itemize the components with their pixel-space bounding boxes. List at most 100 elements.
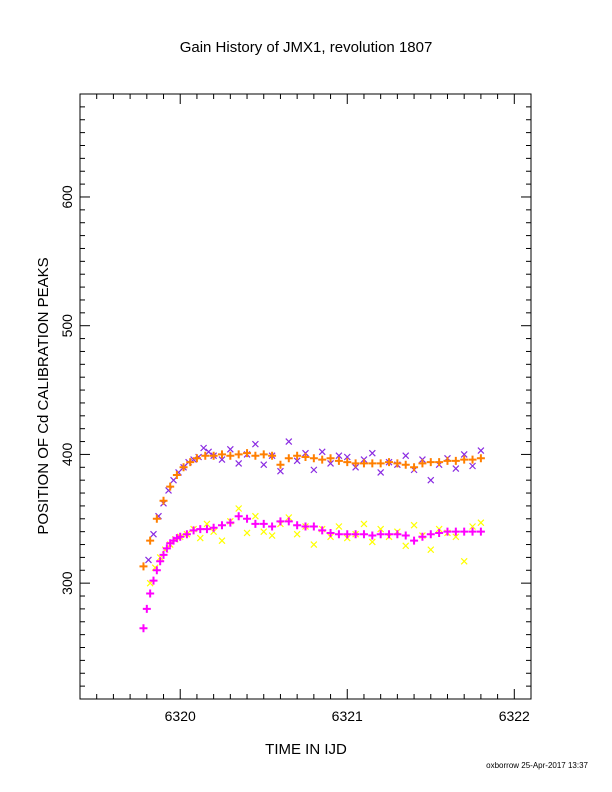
series-4-point (468, 527, 477, 536)
series-4-point (451, 527, 460, 536)
series-3-point (460, 557, 468, 565)
series-3-point (477, 519, 485, 527)
series-2-point (351, 459, 360, 468)
series-4-point (226, 518, 235, 527)
series-1-point (477, 447, 485, 454)
series-4-point (202, 525, 211, 534)
series-2-point (435, 458, 444, 467)
series-2-point (217, 450, 226, 459)
series-4-point (152, 566, 161, 575)
series-2-point (159, 496, 168, 505)
series-3-point (402, 542, 410, 550)
data-points (139, 438, 485, 633)
series-2-point (146, 536, 155, 545)
series-2-point (201, 451, 210, 460)
series-2-point (293, 451, 302, 460)
series-3-point (335, 523, 343, 530)
footer-stamp: oxborrow 25-Apr-2017 13:37 (486, 761, 588, 770)
series-4-point (418, 532, 427, 541)
series-3-point (268, 532, 276, 539)
series-1-point (402, 452, 410, 460)
series-1-point (335, 452, 343, 460)
series-2-point (359, 459, 368, 468)
series-1-point (150, 530, 157, 538)
series-1-point (452, 465, 460, 473)
series-2-point (192, 454, 201, 463)
series-1-point (226, 445, 234, 453)
series-4-point (476, 527, 485, 536)
series-4-point (146, 589, 155, 598)
series-2-point (243, 449, 252, 458)
series-4-point (159, 550, 168, 559)
series-4-point (251, 519, 260, 528)
series-1-point (368, 449, 376, 457)
series-4-point (359, 530, 368, 539)
series-1-point (218, 456, 226, 463)
series-2-point (284, 454, 293, 463)
series-4-point (234, 512, 243, 521)
series-1-point (327, 460, 334, 467)
series-1-point (145, 556, 152, 564)
series-4-point (401, 531, 410, 540)
series-2-point (460, 455, 469, 464)
series-1-point (251, 440, 259, 448)
series-3-point (251, 512, 259, 520)
series-1-point (310, 466, 318, 474)
series-4-point (259, 519, 268, 528)
series-2-point (401, 460, 410, 469)
series-4-point (385, 530, 394, 539)
series-3-point (368, 538, 376, 546)
x-tick-label: 6322 (499, 708, 530, 724)
series-3-point (310, 541, 318, 548)
series-1-point (235, 460, 243, 467)
series-2-point (443, 456, 452, 465)
series-4-point (368, 531, 377, 540)
series-4-point (410, 536, 419, 545)
series-2-point (418, 459, 427, 468)
series-3-point (196, 534, 204, 542)
series-3-point (427, 546, 435, 554)
series-1-point (469, 462, 476, 470)
series-3-point (452, 533, 460, 541)
series-2-point (309, 454, 318, 463)
series-2-point (139, 562, 148, 571)
series-2-point (426, 458, 435, 467)
series-2-point (468, 455, 477, 464)
series-2-point (476, 454, 485, 463)
series-4-point (326, 528, 335, 537)
series-3-point (469, 523, 476, 530)
series-3-point (203, 520, 211, 528)
series-1-point (427, 476, 435, 484)
series-1-point (460, 451, 468, 458)
series-4-point (217, 521, 226, 530)
series-2-point (234, 450, 243, 459)
chart-title: Gain History of JMX1, revolution 1807 (180, 39, 433, 56)
x-tick-label: 6320 (165, 708, 196, 724)
series-4-point (182, 530, 191, 539)
series-2-point (152, 514, 161, 523)
series-4-point (393, 530, 402, 539)
series-2-point (226, 451, 235, 460)
series-1-point (200, 444, 208, 452)
series-4-point (435, 528, 444, 537)
series-2-point (318, 455, 327, 464)
series-2-point (393, 459, 402, 468)
series-2-point (410, 463, 419, 472)
series-3-point (260, 528, 268, 536)
y-tick-label: 600 (59, 185, 75, 209)
series-4-point (376, 530, 385, 539)
series-2-point (166, 482, 175, 491)
series-4-point (196, 525, 205, 534)
plot-frame (79, 93, 532, 700)
series-4-point (209, 523, 218, 532)
series-4-point (156, 557, 165, 566)
series-3-point (293, 530, 301, 538)
series-2-point (268, 451, 277, 460)
series-2-point (172, 471, 181, 480)
y-tick-label: 400 (59, 443, 75, 467)
series-1-point (343, 453, 351, 461)
series-4-point (460, 527, 469, 536)
series-4-point (309, 522, 318, 531)
series-4-point (293, 521, 302, 530)
